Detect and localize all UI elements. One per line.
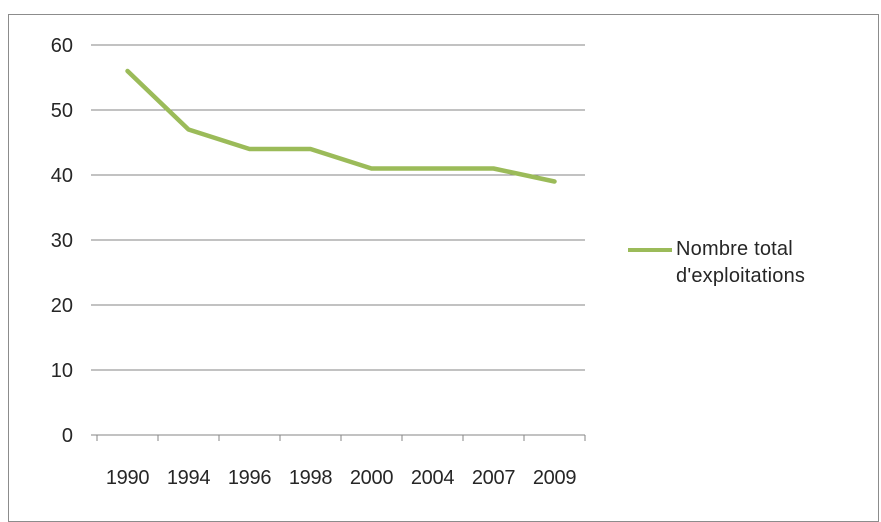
y-tick-label: 50 (51, 100, 73, 122)
series-lines (127, 71, 554, 182)
x-tick-label: 1990 (106, 467, 149, 489)
gridlines (97, 45, 585, 370)
series-line-0 (128, 71, 555, 182)
x-tick-label: 1998 (289, 467, 332, 489)
y-tick-label: 10 (51, 360, 73, 382)
y-tick-label: 30 (51, 230, 73, 252)
x-tick-label: 1996 (228, 467, 271, 489)
x-tick-label: 2000 (350, 467, 393, 489)
x-tick-label: 2004 (411, 467, 454, 489)
y-tick-label: 40 (51, 165, 73, 187)
legend: Nombre total d'exploitations (628, 236, 878, 306)
x-tick-label: 1994 (167, 467, 210, 489)
y-tick-labels: 0 10 20 30 40 50 60 (51, 35, 73, 447)
x-tick-label: 2009 (533, 467, 576, 489)
y-tick-label: 0 (62, 425, 73, 447)
x-tick-label: 2007 (472, 467, 515, 489)
x-tick-labels: 1990 1994 1996 1998 2000 2004 2007 2009 (106, 467, 576, 489)
y-tick-label: 60 (51, 35, 73, 57)
legend-label: Nombre total d'exploitations (676, 236, 876, 290)
legend-swatch (628, 248, 672, 252)
y-tick-label: 20 (51, 295, 73, 317)
